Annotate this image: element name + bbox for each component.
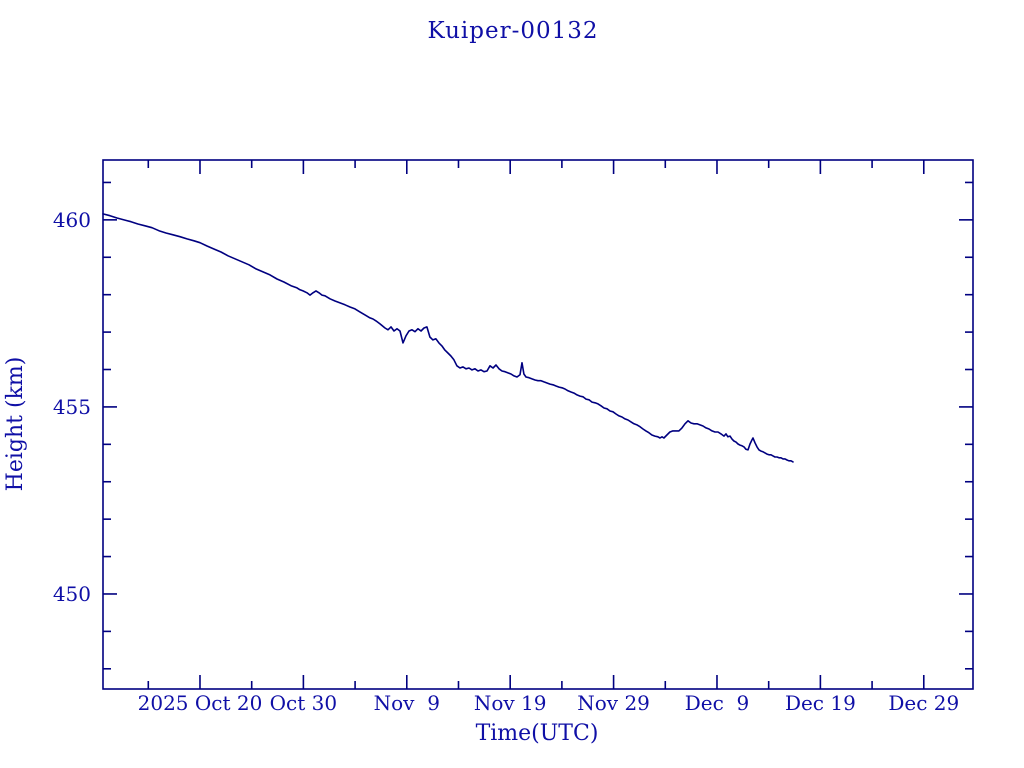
x-tick-label: Nov 19 bbox=[474, 691, 547, 715]
chart-title: Kuiper-00132 bbox=[427, 18, 598, 44]
y-tick-label: 460 bbox=[53, 208, 91, 232]
y-tick-label: 450 bbox=[53, 582, 91, 606]
y-tick-label: 455 bbox=[53, 395, 91, 419]
x-tick-label: Nov 29 bbox=[577, 691, 650, 715]
x-axis-label: Time(UTC) bbox=[476, 721, 599, 746]
x-tick-label: Nov 9 bbox=[374, 691, 440, 715]
y-axis-label: Height (km) bbox=[3, 357, 28, 492]
x-tick-label: Oct 30 bbox=[270, 691, 337, 715]
x-tick-label: Dec 19 bbox=[785, 691, 856, 715]
axis-ticks bbox=[103, 160, 973, 689]
x-tick-label: 2025 Oct 20 bbox=[138, 691, 263, 715]
x-tick-label: Dec 29 bbox=[888, 691, 959, 715]
plot-border bbox=[102, 159, 974, 690]
x-tick-label: Dec 9 bbox=[685, 691, 750, 715]
axis-tick-labels: 2025 Oct 20 Oct 30 Nov 9 Nov 19 Nov 29 Dec 9 D… bbox=[53, 208, 959, 715]
height-series-line bbox=[102, 213, 794, 463]
